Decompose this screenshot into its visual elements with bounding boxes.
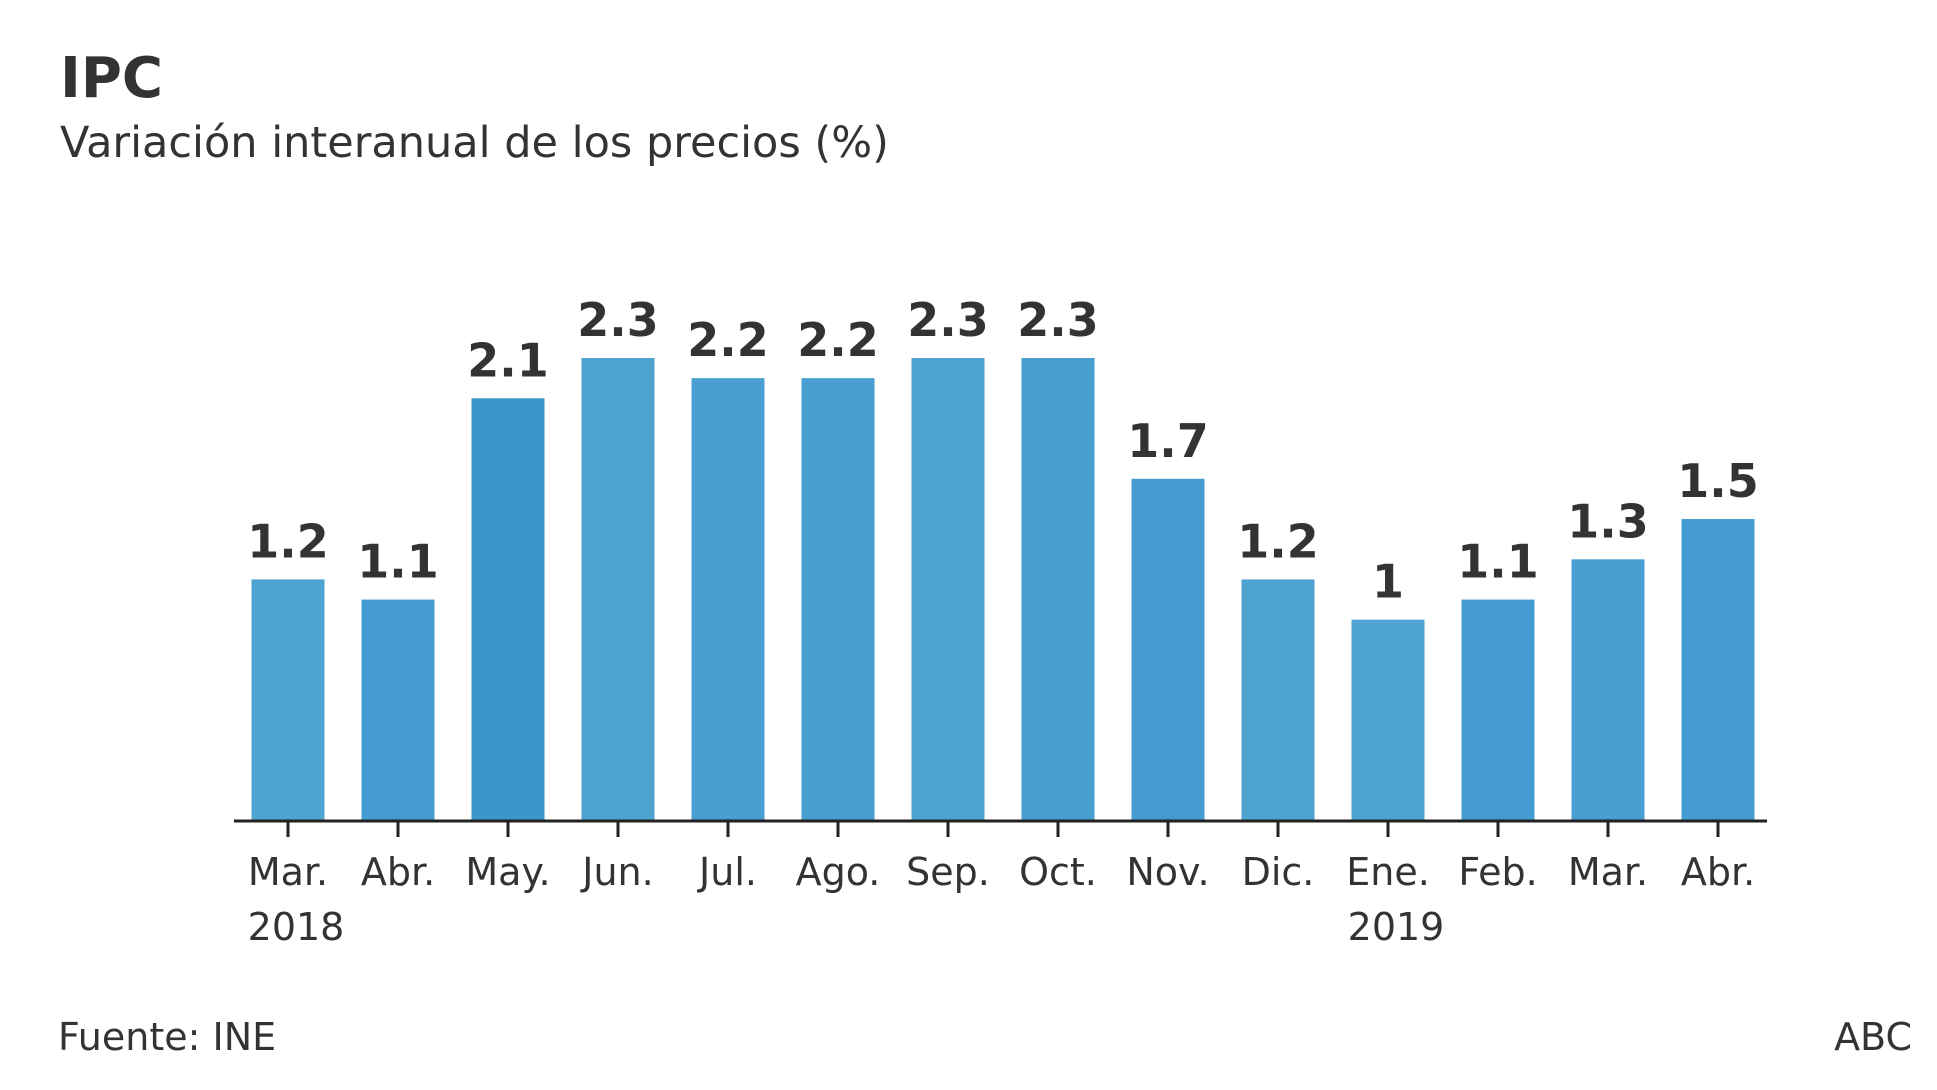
value-label-6: 2.3 xyxy=(907,293,989,347)
value-label-11: 1.1 xyxy=(1457,535,1539,589)
source-note: Fuente: INE xyxy=(58,1015,277,1059)
value-label-4: 2.2 xyxy=(687,313,769,367)
x-tick-label-1: Abr. xyxy=(361,850,435,894)
bar-12 xyxy=(1571,559,1645,821)
bar-10 xyxy=(1351,619,1425,821)
value-label-1: 1.1 xyxy=(357,535,439,589)
value-label-0: 1.2 xyxy=(247,514,329,568)
bar-13 xyxy=(1681,519,1755,821)
value-label-10: 1 xyxy=(1372,555,1404,609)
year-label-0: 2018 xyxy=(248,905,345,949)
x-tick-label-0: Mar. xyxy=(248,850,328,894)
value-label-5: 2.2 xyxy=(797,313,879,367)
bars-group xyxy=(251,358,1755,821)
value-label-2: 2.1 xyxy=(467,333,549,387)
x-tick-label-3: Jun. xyxy=(580,850,653,894)
x-tick-label-9: Dic. xyxy=(1242,850,1315,894)
x-tick-label-10: Ene. xyxy=(1346,850,1430,894)
x-tick-label-11: Feb. xyxy=(1458,850,1537,894)
value-label-8: 1.7 xyxy=(1127,414,1209,468)
x-axis-year-labels: 2018 2019 xyxy=(248,905,1445,949)
x-axis-tick-labels: Mar. Abr. May. Jun. Jul. Ago. Sep. Oct. Nov. Dic.… xyxy=(248,850,1755,894)
bar-1 xyxy=(361,599,435,821)
year-label-1: 2019 xyxy=(1348,905,1445,949)
value-label-13: 1.5 xyxy=(1677,454,1759,508)
x-tick-label-4: Jul. xyxy=(697,850,757,894)
bar-8 xyxy=(1131,478,1205,821)
bar-4 xyxy=(691,378,765,821)
bar-9 xyxy=(1241,579,1315,821)
bar-3 xyxy=(581,358,655,821)
value-label-7: 2.3 xyxy=(1017,293,1099,347)
x-tick-label-6: Sep. xyxy=(906,850,990,894)
bar-7 xyxy=(1021,358,1095,821)
value-labels-group: 1.2 1.1 2.1 2.3 2.2 2.2 2.3 2.3 1.7 1.2 1 1.1 1.3 1.5 xyxy=(247,293,1759,609)
bar-chart: 1.2 1.1 2.1 2.3 2.2 2.2 2.3 2.3 1.7 1.2 1 1.1 1.3 1.5… xyxy=(234,293,1767,949)
value-label-9: 1.2 xyxy=(1237,514,1319,568)
x-axis-ticks xyxy=(286,821,1720,837)
x-tick-label-12: Mar. xyxy=(1568,850,1648,894)
bar-2 xyxy=(471,398,545,821)
chart-title: IPC xyxy=(60,46,163,111)
x-tick-label-13: Abr. xyxy=(1681,850,1755,894)
credit-note: ABC xyxy=(1834,1015,1912,1059)
bar-5 xyxy=(801,378,875,821)
bar-0 xyxy=(251,579,325,821)
bar-6 xyxy=(911,358,985,821)
bar-11 xyxy=(1461,599,1535,821)
x-tick-label-8: Nov. xyxy=(1126,850,1209,894)
x-tick-label-5: Ago. xyxy=(796,850,881,894)
value-label-3: 2.3 xyxy=(577,293,659,347)
x-tick-label-7: Oct. xyxy=(1019,850,1097,894)
x-tick-label-2: May. xyxy=(465,850,550,894)
chart-subtitle: Variación interanual de los precios (%) xyxy=(60,118,889,168)
value-label-12: 1.3 xyxy=(1567,494,1649,548)
